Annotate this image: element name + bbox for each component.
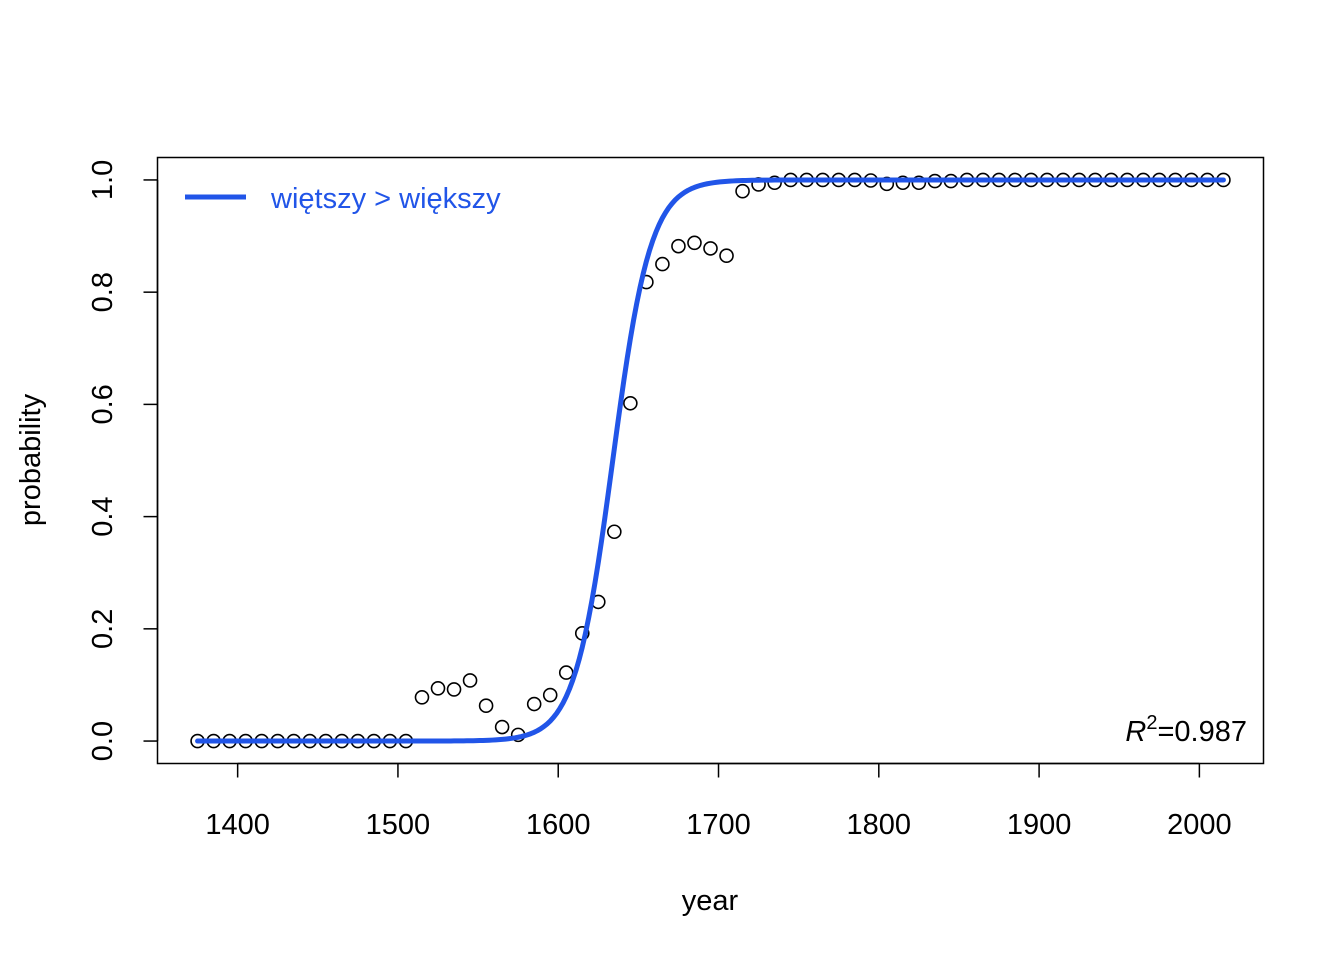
- x-axis: 1400 1500 1600 1700 1800 1900 2000: [205, 762, 1232, 841]
- data-point: [735, 183, 750, 199]
- plot-frame: [156, 156, 1265, 765]
- y-tick-label: 0.8: [87, 272, 119, 312]
- data-point: [607, 524, 622, 540]
- data-point: [462, 673, 478, 688]
- x-tick-label: 1800: [847, 809, 912, 841]
- x-tick-label: 1900: [1007, 809, 1072, 841]
- r-squared-value: =0.987: [1157, 716, 1247, 748]
- data-point: [687, 235, 702, 251]
- data-point: [623, 395, 638, 411]
- data-point: [911, 175, 927, 191]
- data-point: [414, 689, 430, 705]
- data-point: [446, 682, 462, 697]
- fit-curve: [195, 177, 1226, 744]
- data-point: [655, 256, 670, 272]
- data-point: [703, 241, 718, 256]
- y-tick-label: 0.2: [87, 609, 119, 649]
- y-tick-label: 1.0: [87, 160, 119, 200]
- x-tick-label: 1700: [686, 809, 751, 841]
- x-tick-label: 1500: [366, 809, 431, 841]
- data-point: [494, 719, 510, 735]
- x-tick-label: 2000: [1167, 809, 1232, 841]
- r-squared-annotation: R2=0.987: [1125, 712, 1247, 748]
- data-point: [526, 696, 542, 712]
- y-tick-label: 0.0: [87, 721, 119, 761]
- x-tick-label: 1600: [526, 809, 591, 841]
- data-point: [879, 176, 895, 192]
- x-tick-label: 1400: [205, 809, 270, 841]
- data-point: [478, 698, 494, 714]
- y-tick-label: 0.6: [87, 384, 119, 424]
- legend: więtszy > większy: [185, 183, 501, 215]
- r-squared-superscript: 2: [1146, 712, 1157, 734]
- data-point: [430, 681, 446, 696]
- data-points: [190, 172, 1231, 749]
- data-point: [767, 175, 782, 191]
- y-tick-label: 0.4: [87, 496, 119, 536]
- data-point: [671, 238, 686, 254]
- x-axis-title: year: [682, 885, 739, 917]
- legend-label: więtszy > większy: [270, 183, 501, 215]
- y-axis: 0.0 0.2 0.4 0.6 0.8 1.0: [87, 160, 159, 761]
- data-point: [719, 248, 734, 263]
- data-point: [558, 665, 574, 680]
- y-axis-title: probability: [15, 393, 47, 526]
- r-squared-symbol: R: [1125, 716, 1146, 748]
- data-point: [895, 175, 911, 191]
- data-point: [542, 687, 558, 703]
